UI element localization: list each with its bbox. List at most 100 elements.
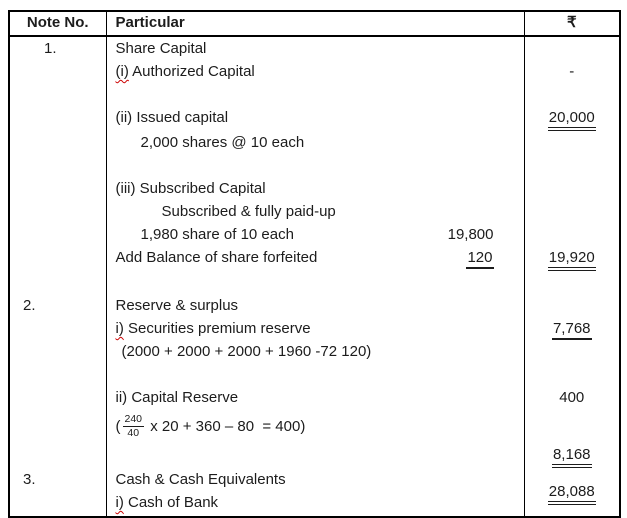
note-cell-empty <box>9 83 106 106</box>
amount-value: - <box>569 63 575 80</box>
table-line: 3. Cash & Cash Equivalents <box>9 468 620 491</box>
particular-text: i) Cash of Bank <box>116 491 219 514</box>
amount-value: 19,920 <box>547 249 596 271</box>
particular-text: (2000 + 2000 + 2000 + 1960 -72 120) <box>116 340 372 363</box>
table-line: (i) Authorized Capital - <box>9 60 620 83</box>
note-cell-empty <box>9 491 106 517</box>
particular-text: ii) Capital Reserve <box>116 386 239 409</box>
table-line <box>9 271 620 294</box>
table-line <box>9 83 620 106</box>
particular-text: 2,000 shares @ 10 each <box>116 131 305 154</box>
table-line: 1,980 share of 10 each 19,800 <box>9 223 620 246</box>
note-cell-empty <box>9 443 106 468</box>
particular-text-body: (2000 + 2000 + 2000 + 1960 -72 120) <box>121 343 372 360</box>
particular-cell: (ii) Issued capital <box>105 106 524 131</box>
particular-text-body: Securities premium reserve <box>123 320 311 337</box>
table-line: 1. Share Capital <box>9 36 620 60</box>
particular-text-body: 2,000 shares @ 10 each <box>140 134 305 151</box>
particular-text: Add Balance of share forfeited <box>116 246 318 269</box>
particular-text-body: Reserve & surplus <box>115 297 239 314</box>
particular-cell: (2000 + 2000 + 2000 + 1960 -72 120) <box>105 340 524 363</box>
particular-text: (i) Authorized Capital <box>116 60 255 83</box>
particular-cell: 2,000 shares @ 10 each <box>105 131 524 154</box>
spellcheck-flagged-text: i) <box>115 320 124 337</box>
particular-text-body: Authorized Capital <box>128 63 255 80</box>
spellcheck-flagged-text: (i) <box>115 63 129 80</box>
note-cell-empty <box>9 363 106 386</box>
note-cell-empty <box>9 340 106 363</box>
amount-value: 400 <box>559 389 585 406</box>
particular-cell: Share Capital <box>105 36 524 60</box>
note-cell-empty <box>9 409 106 443</box>
particular-cell: i) Cash of Bank <box>105 491 524 517</box>
amount-cell: 8,168 <box>523 443 620 468</box>
particular-cell <box>105 271 524 294</box>
particular-cell: (240 40 x 20 + 360 – 80 = 400) <box>105 409 524 443</box>
amount-cell <box>523 271 620 294</box>
fraction-denominator: 40 <box>127 426 140 439</box>
particular-text: i) Securities premium reserve <box>116 317 311 340</box>
particular-text: Cash & Cash Equivalents <box>116 468 286 491</box>
amount-cell: 7,768 <box>523 317 620 340</box>
formula-rest: x 20 + 360 – 80 = 400) <box>146 417 306 435</box>
particular-text: Subscribed & fully paid-up <box>116 200 336 223</box>
particular-cell: ii) Capital Reserve <box>105 386 524 409</box>
note-cell-empty <box>9 177 106 200</box>
formula-with-fraction: (240 40 x 20 + 360 – 80 = 400) <box>116 413 306 438</box>
table-line: (iii) Subscribed Capital <box>9 177 620 200</box>
amount-cell: 28,088 <box>523 483 620 517</box>
table-line: (ii) Issued capital 20,000 <box>9 106 620 131</box>
note-cell-empty <box>9 223 106 246</box>
amount-cell: 20,000 <box>523 106 620 131</box>
amount-value: 8,168 <box>551 446 592 468</box>
particular-text-body: Add Balance of share forfeited <box>115 249 318 266</box>
table-line: i) Securities premium reserve 7,768 <box>9 317 620 340</box>
amount-cell <box>523 294 620 317</box>
note-cell-empty <box>9 271 106 294</box>
amount-cell <box>523 36 620 60</box>
amount-cell: 400 <box>523 386 620 409</box>
table-line: Subscribed & fully paid-up <box>9 200 620 223</box>
particular-text-body: (ii) Issued capital <box>115 109 229 126</box>
amount-cell <box>523 363 620 386</box>
amount-cell <box>523 409 620 443</box>
note-cell-empty <box>9 317 106 340</box>
particular-text-body: (iii) Subscribed Capital <box>115 180 266 197</box>
particular-text-body: ii) Capital Reserve <box>115 389 239 406</box>
particular-cell <box>105 83 524 106</box>
inner-amount: 19,800 <box>447 226 494 243</box>
amount-cell <box>523 83 620 106</box>
particular-text-body: Subscribed & fully paid-up <box>161 203 336 220</box>
table-header-row: Note No. Particular ₹ <box>9 11 620 37</box>
inner-amount: 120 <box>466 248 494 269</box>
amount-cell <box>523 340 620 363</box>
particular-cell: Add Balance of share forfeited 120 <box>105 246 524 271</box>
amount-value: 20,000 <box>547 109 596 131</box>
particular-text-body: Cash & Cash Equivalents <box>115 471 286 488</box>
formula-open-paren: ( <box>115 417 121 435</box>
note-number: 1. <box>44 40 57 57</box>
note-number: 2. <box>23 297 36 314</box>
table-line: ii) Capital Reserve 400 <box>9 386 620 409</box>
amount-value: 28,088 <box>547 483 596 505</box>
note-cell-empty <box>9 200 106 223</box>
amount-value: 7,768 <box>551 320 592 340</box>
table-body: 1. Share Capital (i) Authorized Capital - (i… <box>9 36 620 517</box>
particular-text: 1,980 share of 10 each <box>116 223 294 246</box>
table-line: 8,168 <box>9 443 620 468</box>
table-line: Add Balance of share forfeited 120 19,920 <box>9 246 620 271</box>
table-line: 2. Reserve & surplus <box>9 294 620 317</box>
header-note-no: Note No. <box>9 11 106 37</box>
particular-cell: 1,980 share of 10 each 19,800 <box>105 223 524 246</box>
table-line <box>9 363 620 386</box>
amount-cell <box>523 223 620 246</box>
particular-cell: (iii) Subscribed Capital <box>105 177 524 200</box>
particular-cell <box>105 154 524 177</box>
particular-cell: i) Securities premium reserve <box>105 317 524 340</box>
note-cell-empty <box>9 60 106 83</box>
table-line: (2000 + 2000 + 2000 + 1960 -72 120) <box>9 340 620 363</box>
fraction: 240 40 <box>122 413 145 439</box>
note-cell-empty <box>9 106 106 131</box>
note-number: 3. <box>23 471 36 488</box>
